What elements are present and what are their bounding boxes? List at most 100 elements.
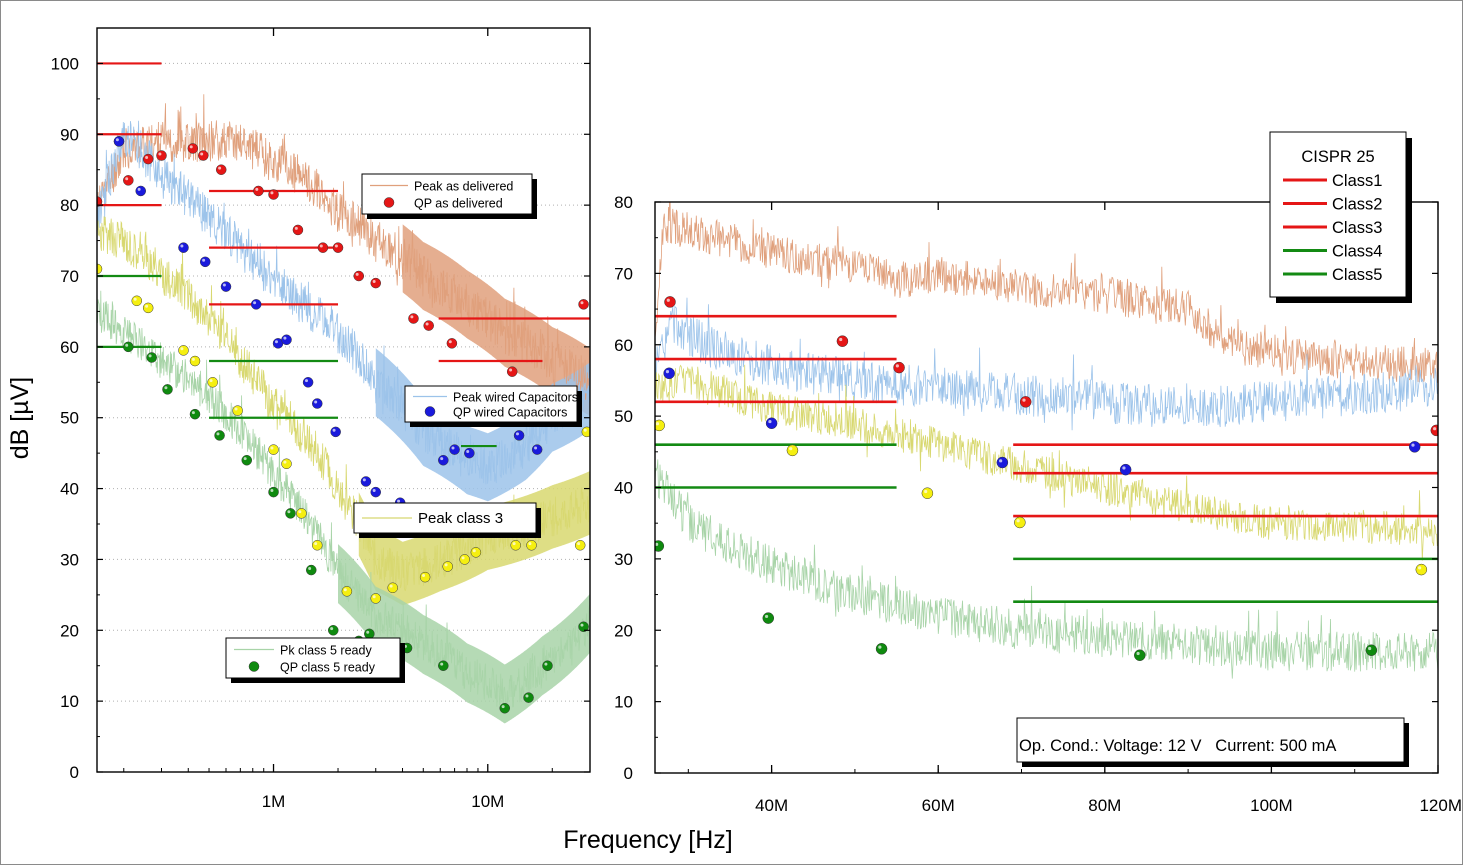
qp-highlight [425,322,429,326]
peak-trace-peak-wired-capacitors [97,120,590,485]
right-axes: 0 10 20 30 40 50 60 70 80 40M 60M 80M 100M 120M [614,193,1462,815]
legend-label: Class5 [1332,266,1382,284]
qp-point-qp-wired-capacitors [250,299,262,310]
legend-dot-swatch [424,406,436,417]
qp-highlight [298,510,302,514]
left-legends: Peak as delivered QP as delivered Peak wir… [225,173,582,683]
y-tick-label: 60 [614,336,633,355]
legend-box: Peak as delivered QP as delivered [361,173,537,219]
qp-point-qp-wired-capacitors [513,430,525,441]
qp-highlight [389,584,393,588]
peak-trace-peak-wired-capacitors [655,297,1438,431]
qp-point-qp-class-3 [574,540,586,551]
peak-band-peak-as-delivered [402,224,590,417]
qp-highlight [528,542,532,546]
legend-label: QP as delivered [414,197,503,211]
qp-point-qp-class-5-ready [268,486,279,498]
x-tick-label: 80M [1088,796,1121,815]
y-tick-label: 0 [70,763,79,782]
y-tick-label: 50 [614,407,633,426]
qp-point-qp-class-3 [232,405,243,416]
qp-point-qp-wired-capacitors [531,444,543,455]
qp-point-qp-as-delivered [332,242,344,253]
x-tick-label: 100M [1250,796,1293,815]
qp-point-qp-wired-capacitors [281,334,292,346]
qp-highlight [148,354,152,358]
qp-point-qp-class-5-ready [146,352,157,363]
qp-point-qp-class-5-ready [123,341,134,353]
right-limit-lines [655,314,1438,604]
qp-point-qp-wired-capacitors [449,444,460,455]
qp-point-qp-class-5-ready [438,660,449,671]
x-tick-label: 120M [1419,796,1462,815]
qp-point-qp-class-3 [387,582,398,594]
qp-highlight [200,152,204,156]
qp-highlight [666,298,670,302]
qp-highlight [191,357,195,361]
qp-point-qp-wired-capacitors [312,398,323,409]
legend-label: Pk class 5 ready [280,644,372,658]
qp-point-qp-class-5-ready [189,408,201,420]
left-axes: 0 10 20 30 40 50 60 70 80 90 100 1M 10M [51,27,591,811]
qp-highlight [234,407,238,411]
qp-point-qp-wired-capacitors [370,486,381,498]
qp-highlight [999,459,1003,463]
y-tick-label: 40 [60,480,79,499]
legend-frame [404,385,578,423]
qp-point-qp-wired-capacitors [199,256,211,268]
qp-highlight [270,191,274,195]
qp-point-qp-wired-capacitors [765,417,778,430]
qp-highlight [218,166,222,170]
qp-highlight [768,419,772,424]
qp-point-qp-as-delivered [215,164,227,175]
peak-band-peak-wired-capacitors [375,348,590,502]
qp-point-qp-class-5-ready [241,454,253,466]
qp-highlight [466,450,470,454]
qp-highlight [294,226,298,230]
qp-point-qp-class-3 [296,508,307,519]
right-annotation: Op. Cond.: Voltage: 12 V Current: 500 mA [1016,717,1409,767]
qp-point-qp-as-delivered [506,366,518,377]
qp-highlight [180,347,184,351]
qp-point-qp-class-3 [1014,516,1026,529]
qp-point-qp-as-delivered [423,320,434,331]
peak-trace-peak-class-3 [97,216,590,592]
qp-highlight [764,614,769,619]
qp-highlight [343,588,347,592]
qp-point-qp-wired-capacitors [996,456,1009,469]
qp-point-qp-class-5-ready [499,702,510,714]
qp-highlight [577,542,581,546]
qp-point-qp-class-3 [268,444,279,455]
qp-highlight [355,272,359,276]
legend-label: Peak as delivered [414,180,513,194]
qp-highlight [283,460,287,464]
qp-highlight [202,258,206,262]
qp-highlight [330,627,334,631]
qp-highlight [133,297,137,301]
qp-highlight [332,428,336,432]
qp-highlight [319,244,323,248]
qp-point-qp-class-5-ready [1134,649,1146,661]
y-tick-label: 100 [51,54,79,73]
qp-highlight [1136,651,1140,656]
y-tick-label: 10 [614,693,633,712]
qp-highlight [924,489,928,494]
qp-highlight [314,400,318,404]
peak-trace-peak-as-delivered [655,202,1438,383]
legend-label: Class1 [1332,172,1382,190]
qp-highlight [422,574,426,578]
qp-highlight [1022,398,1026,402]
qp-highlight [115,138,119,142]
qp-highlight [1122,466,1126,470]
qp-point-qp-class-3 [131,295,143,307]
qp-highlight [509,368,513,372]
qp-point-qp-class-3 [189,355,201,367]
qp-highlight [839,337,843,342]
qp-point-qp-wired-capacitors [330,426,341,438]
qp-point-qp-wired-capacitors [1408,441,1421,453]
y-tick-label: 30 [60,550,79,569]
qp-point-qp-as-delivered [123,175,134,186]
qp-point-qp-class-5-ready [523,692,534,703]
qp-point-qp-class-3 [142,302,154,314]
qp-highlight [283,336,287,340]
